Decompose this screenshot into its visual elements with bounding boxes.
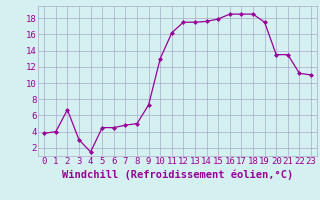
X-axis label: Windchill (Refroidissement éolien,°C): Windchill (Refroidissement éolien,°C) [62,169,293,180]
